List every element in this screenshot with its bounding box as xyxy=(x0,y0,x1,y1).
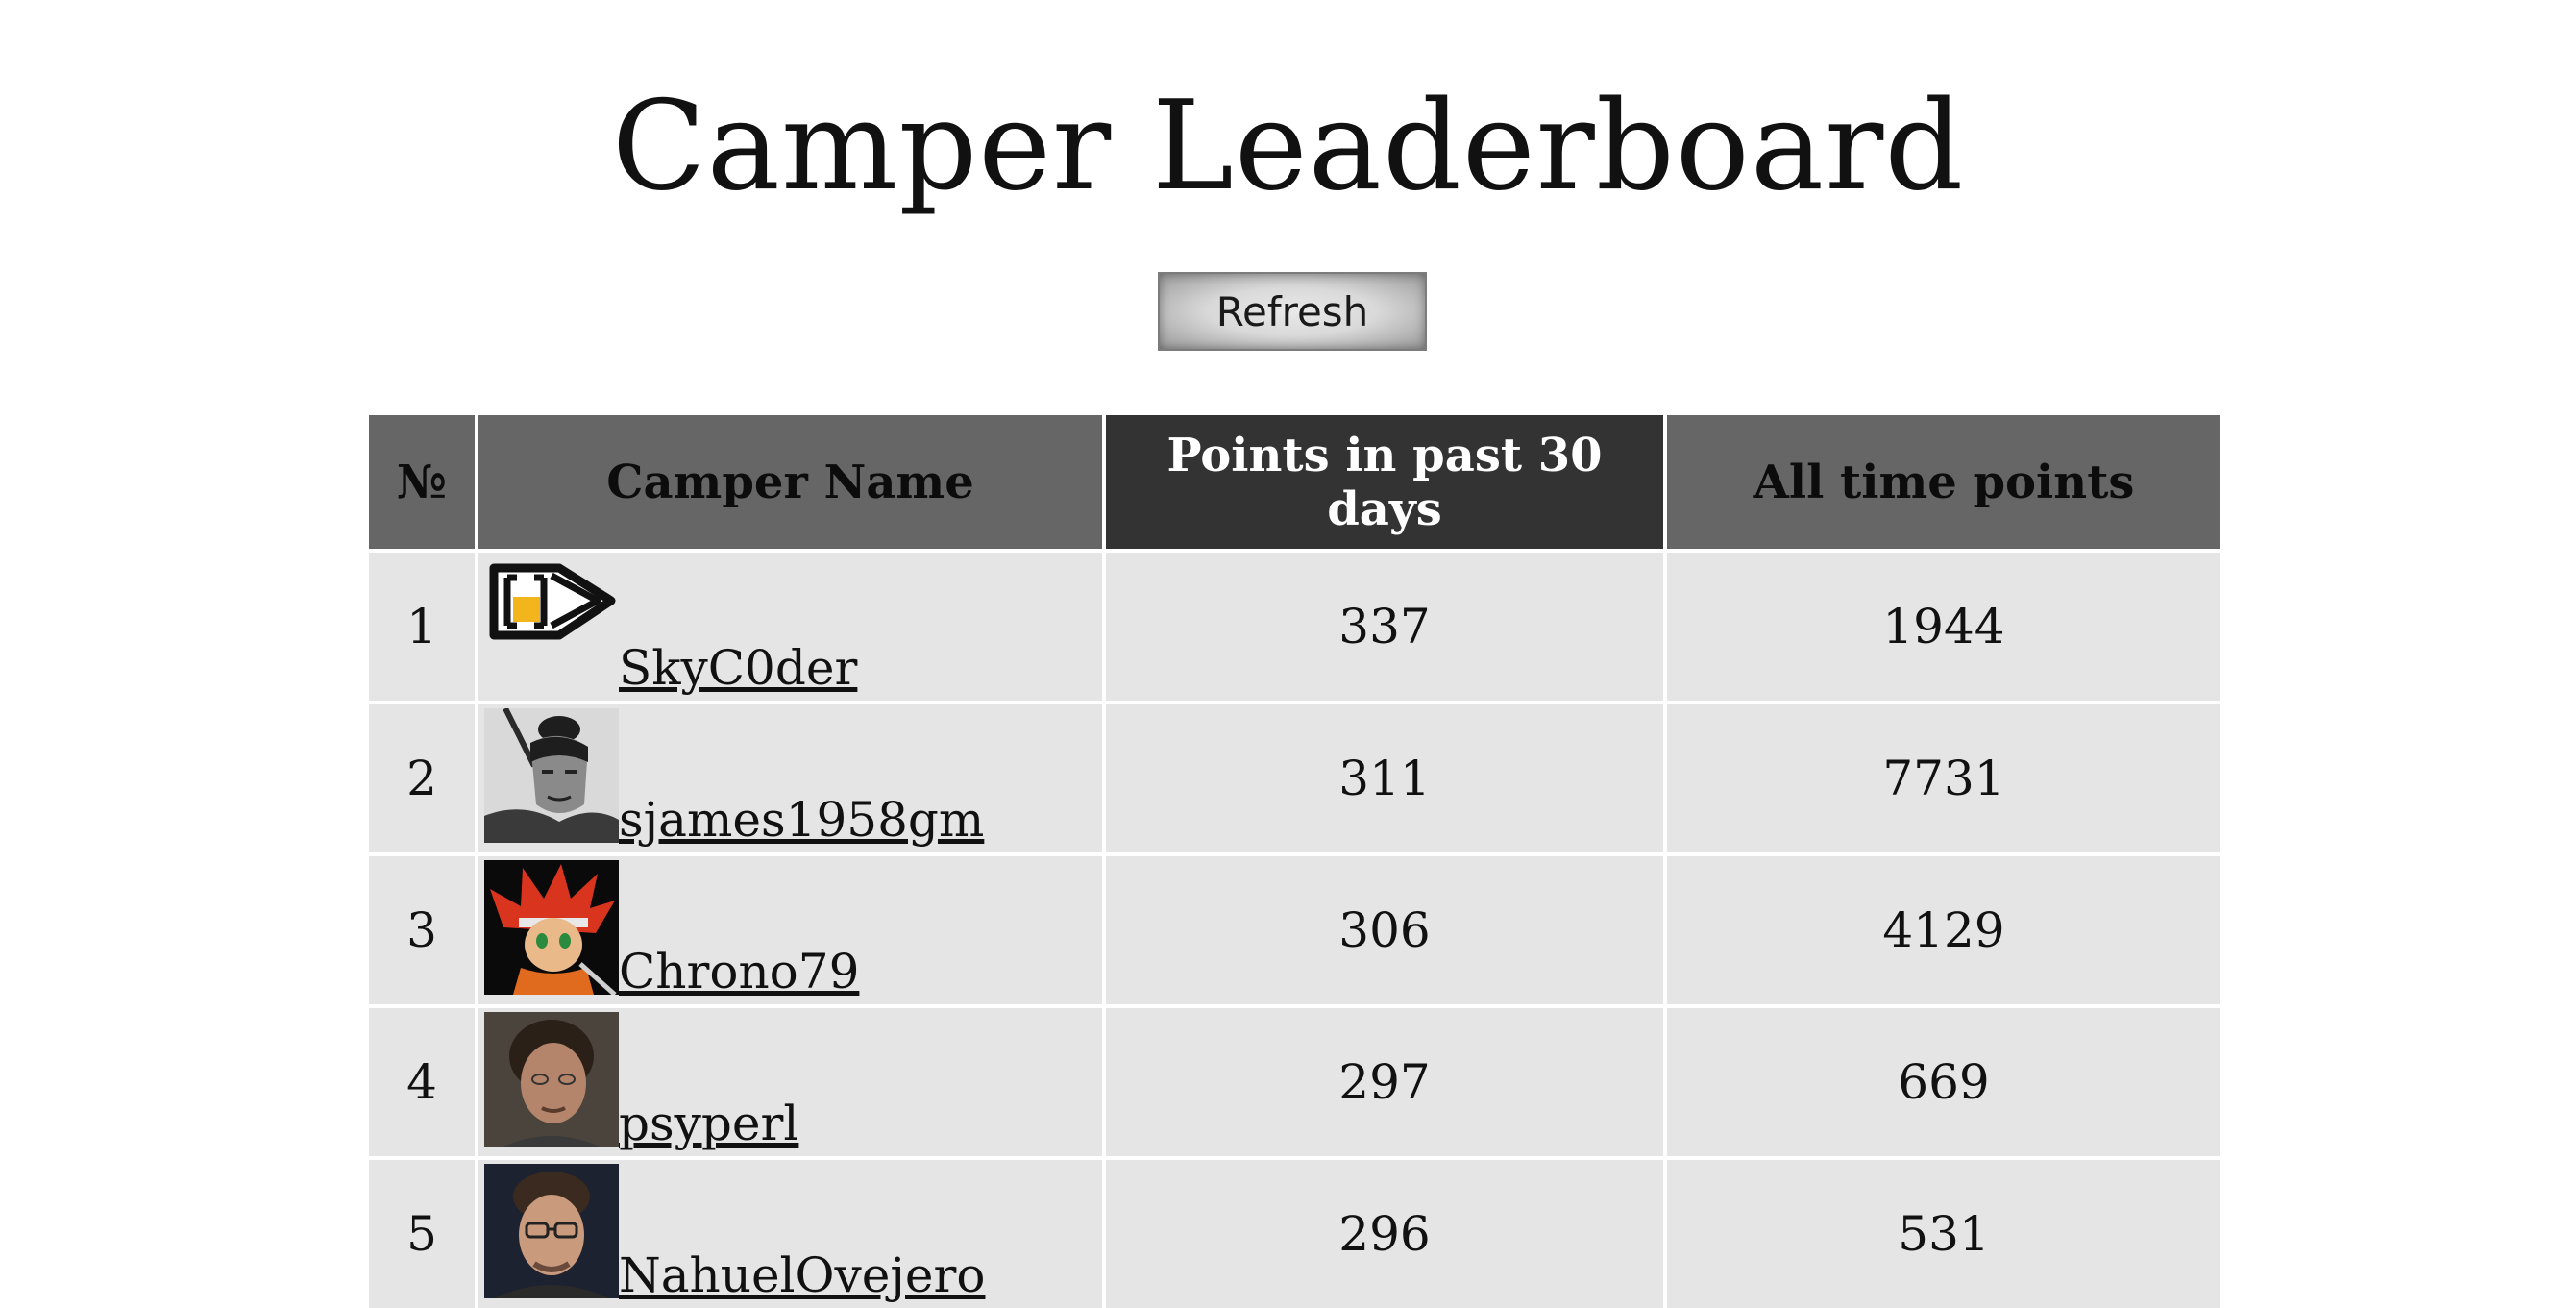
camper-link[interactable]: SkyC0der xyxy=(619,640,858,696)
page-title: Camper Leaderboard xyxy=(611,75,1965,218)
camper-link[interactable]: psyperl xyxy=(619,1096,799,1151)
recent-points-cell: 297 xyxy=(1106,1008,1663,1156)
alltime-points-cell: 1944 xyxy=(1667,553,2220,701)
camper-name-column-header: Camper Name xyxy=(478,415,1102,549)
alltime-points-cell: 531 xyxy=(1667,1160,2220,1308)
leaderboard-table: № Camper Name Points in past 30 days All… xyxy=(365,411,2224,1308)
recent-points-column-header[interactable]: Points in past 30 days xyxy=(1106,415,1663,549)
camper-name-cell: psyperl xyxy=(478,1008,1102,1156)
person-photo-avatar xyxy=(484,1012,619,1147)
alltime-points-cell: 4129 xyxy=(1667,856,2220,1004)
anime-character-avatar xyxy=(484,860,619,995)
rank-cell: 3 xyxy=(369,856,475,1004)
camper-name-cell: Chrono79 xyxy=(478,856,1102,1004)
camper-link[interactable]: Chrono79 xyxy=(619,944,860,1000)
camper-name-cell: NahuelOvejero xyxy=(478,1160,1102,1308)
camper-link[interactable]: NahuelOvejero xyxy=(619,1247,986,1303)
rank-column-header: № xyxy=(369,415,475,549)
table-row: 3 Chrono79 306 4129 xyxy=(369,856,2220,1004)
recent-points-cell: 337 xyxy=(1106,553,1663,701)
rank-cell: 4 xyxy=(369,1008,475,1156)
table-header-row: № Camper Name Points in past 30 days All… xyxy=(369,415,2220,549)
rank-cell: 1 xyxy=(369,553,475,701)
alltime-points-cell: 669 xyxy=(1667,1008,2220,1156)
recent-points-cell: 311 xyxy=(1106,704,1663,852)
recent-points-cell: 306 xyxy=(1106,856,1663,1004)
rank-cell: 2 xyxy=(369,704,475,852)
table-row: 4 psyperl 297 669 xyxy=(369,1008,2220,1156)
person-glasses-photo-avatar xyxy=(484,1164,619,1298)
camper-name-cell: SkyC0der xyxy=(478,553,1102,701)
table-row: 5 NahuelOvejero 296 531 xyxy=(369,1160,2220,1308)
alltime-points-cell: 7731 xyxy=(1667,704,2220,852)
logo-avatar xyxy=(484,556,619,691)
samurai-photo-avatar xyxy=(484,708,619,843)
alltime-points-column-header[interactable]: All time points xyxy=(1667,415,2220,549)
table-row: 1 SkyC0der 337 1944 xyxy=(369,553,2220,701)
refresh-button[interactable]: Refresh xyxy=(1158,272,1427,351)
table-row: 2 sjames1958gm 311 xyxy=(369,704,2220,852)
camper-name-cell: sjames1958gm xyxy=(478,704,1102,852)
recent-points-cell: 296 xyxy=(1106,1160,1663,1308)
camper-link[interactable]: sjames1958gm xyxy=(619,792,985,848)
rank-cell: 5 xyxy=(369,1160,475,1308)
